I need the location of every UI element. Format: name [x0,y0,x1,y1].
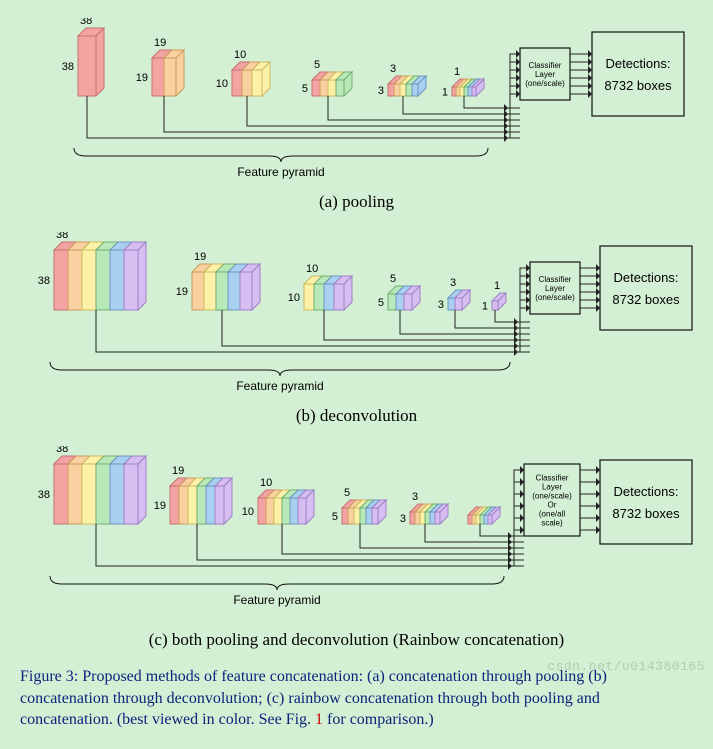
svg-text:38: 38 [80,18,92,27]
svg-text:(one/scale): (one/scale) [532,492,572,501]
svg-text:Feature pyramid: Feature pyramid [237,165,324,179]
svg-text:3: 3 [378,85,384,97]
figcap-ref: 1 [315,711,323,728]
svg-text:Classifier: Classifier [536,474,569,483]
svg-text:Classifier: Classifier [529,61,562,70]
svg-text:19: 19 [172,465,184,477]
svg-text:(one/all: (one/all [539,510,565,519]
svg-text:1: 1 [494,280,500,292]
svg-text:3: 3 [390,63,396,75]
svg-text:38: 38 [62,61,74,73]
svg-text:5: 5 [344,487,350,499]
svg-text:Classifier: Classifier [539,275,572,284]
svg-text:3: 3 [438,299,444,311]
figcap-line1: Figure 3: Proposed methods of feature co… [20,668,607,685]
svg-text:5: 5 [390,273,396,285]
caption-b: (b) deconvolution [0,406,713,426]
svg-text:Layer: Layer [542,483,562,492]
figcap-line2: concatenation through deconvolution; (c)… [20,690,600,707]
svg-text:Layer: Layer [535,70,555,79]
svg-text:19: 19 [154,37,166,49]
svg-text:5: 5 [378,297,384,309]
figure-caption: Figure 3: Proposed methods of feature co… [0,652,713,749]
panel-a: 38 38 19 19 10 10 55 33 11 ClassifierLayer(one/sc… [0,0,713,212]
svg-text:Feature pyramid: Feature pyramid [236,379,323,393]
svg-text:8732 boxes: 8732 boxes [612,292,680,307]
svg-text:Detections:: Detections: [613,270,678,285]
svg-text:10: 10 [288,292,300,304]
panel-c: 38 38 19 19 10 10 55 33 ClassifierLayer(one/scal… [0,428,713,650]
figcap-line3a: concatenation. (best viewed in color. Se… [20,711,315,728]
svg-text:1: 1 [482,301,488,313]
caption-c: (c) both pooling and deconvolution (Rain… [0,630,713,650]
svg-text:8732 boxes: 8732 boxes [604,78,672,93]
svg-text:(one/scale): (one/scale) [525,79,565,88]
svg-text:19: 19 [154,500,166,512]
svg-text:38: 38 [56,446,68,455]
svg-text:Detections:: Detections: [613,484,678,499]
svg-text:Layer: Layer [545,284,565,293]
svg-text:1: 1 [454,66,460,78]
caption-a: (a) pooling [0,192,713,212]
svg-text:3: 3 [400,513,406,525]
svg-text:Or: Or [548,501,557,510]
svg-text:38: 38 [38,489,50,501]
svg-text:10: 10 [234,49,246,61]
svg-text:3: 3 [450,277,456,289]
svg-text:10: 10 [260,477,272,489]
svg-text:38: 38 [38,275,50,287]
svg-text:1: 1 [442,87,448,99]
svg-text:38: 38 [56,232,68,241]
svg-text:scale): scale) [541,519,563,528]
svg-text:19: 19 [176,286,188,298]
svg-text:Detections:: Detections: [605,56,670,71]
svg-text:19: 19 [136,72,148,84]
svg-text:Feature pyramid: Feature pyramid [233,593,320,607]
svg-text:10: 10 [216,78,228,90]
svg-text:5: 5 [314,59,320,71]
svg-text:8732 boxes: 8732 boxes [612,506,680,521]
svg-text:(one/scale): (one/scale) [535,293,575,302]
svg-text:10: 10 [306,263,318,275]
svg-text:10: 10 [242,506,254,518]
svg-text:3: 3 [412,491,418,503]
svg-text:19: 19 [194,251,206,263]
panel-b: 38 38 19 19 10 10 55 33 11 ClassifierLayer(one/sc… [0,214,713,426]
svg-text:5: 5 [302,83,308,95]
svg-text:5: 5 [332,511,338,523]
figcap-line3c: for comparison.) [323,711,434,728]
